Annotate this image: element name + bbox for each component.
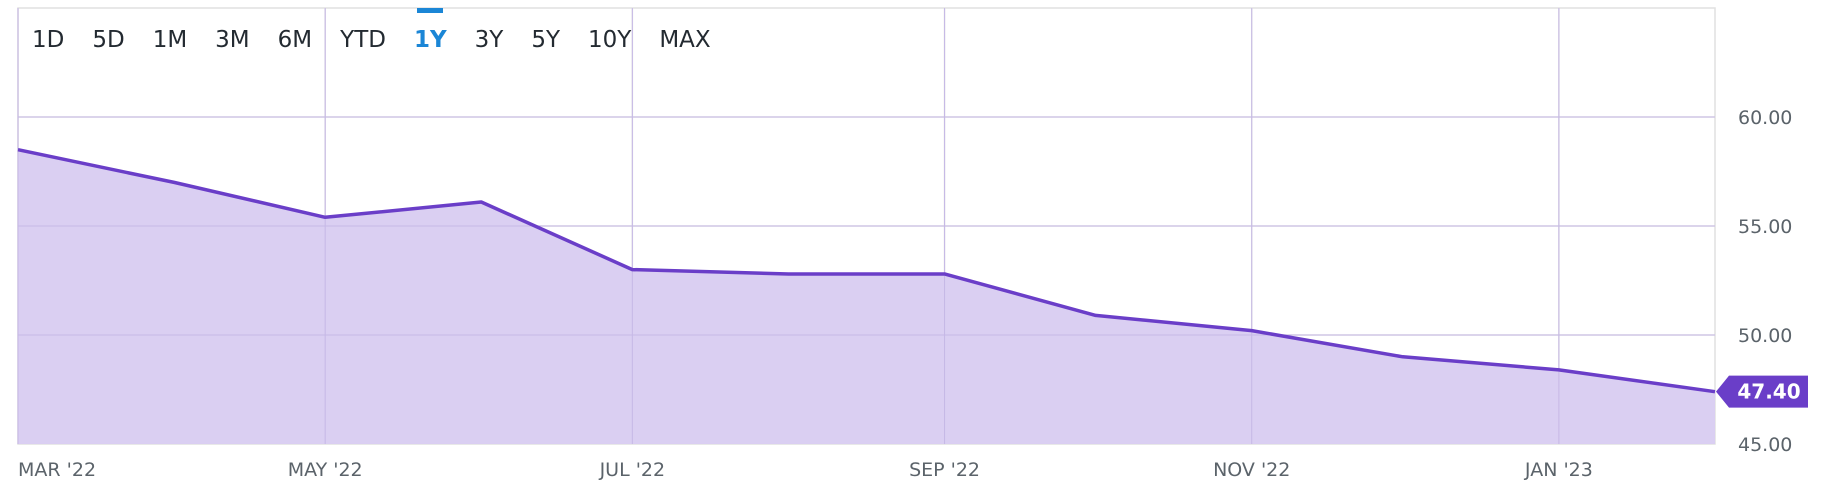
range-option-5y[interactable]: 5Y: [531, 27, 560, 53]
data-point-1: [172, 180, 176, 184]
range-option-1y[interactable]: 1Y: [400, 18, 461, 62]
range-option-3y[interactable]: 3Y: [474, 27, 504, 53]
y-tick-label: 50.00: [1738, 325, 1792, 347]
data-point-0: [16, 148, 20, 152]
y-tick-label: 45.00: [1738, 434, 1792, 456]
last-value-badge: [1716, 375, 1808, 408]
y-tick-label: 60.00: [1738, 107, 1792, 129]
range-option-max[interactable]: MAX: [659, 27, 711, 53]
data-point-7: [1094, 313, 1098, 317]
data-point-4: [630, 268, 634, 272]
x-tick-label: SEP '22: [909, 459, 980, 481]
range-option-6m[interactable]: 6M: [277, 27, 313, 53]
series-line: [17, 147, 1716, 394]
x-tick-label: JAN '23: [1524, 459, 1593, 481]
last-value-label: 47.40: [1737, 380, 1800, 404]
range-selector: 1D 5D 1M 3M 6M YTD 1Y 3Y 5Y 10Y MAX: [18, 18, 725, 62]
data-point-2: [323, 215, 327, 219]
x-tick-label: MAR '22: [18, 459, 96, 481]
range-option-1m[interactable]: 1M: [152, 27, 188, 53]
series-area: [18, 149, 1715, 444]
range-option-10y[interactable]: 10Y: [588, 27, 632, 53]
data-point-10: [1557, 368, 1561, 372]
range-option-5d[interactable]: 5D: [92, 27, 125, 53]
data-point-9: [1401, 355, 1405, 359]
range-option-1d[interactable]: 1D: [32, 27, 65, 53]
x-tick-label: MAY '22: [288, 459, 363, 481]
range-option-3m[interactable]: 3M: [215, 27, 250, 53]
data-point-8: [1250, 329, 1254, 333]
x-tick-label: NOV '22: [1213, 459, 1290, 481]
y-tick-label: 55.00: [1738, 216, 1792, 238]
data-point-5: [786, 272, 790, 276]
x-tick-label: JUL '22: [599, 459, 666, 481]
data-point-6: [943, 272, 947, 276]
data-point-3: [479, 200, 483, 204]
range-option-ytd[interactable]: YTD: [340, 27, 386, 53]
